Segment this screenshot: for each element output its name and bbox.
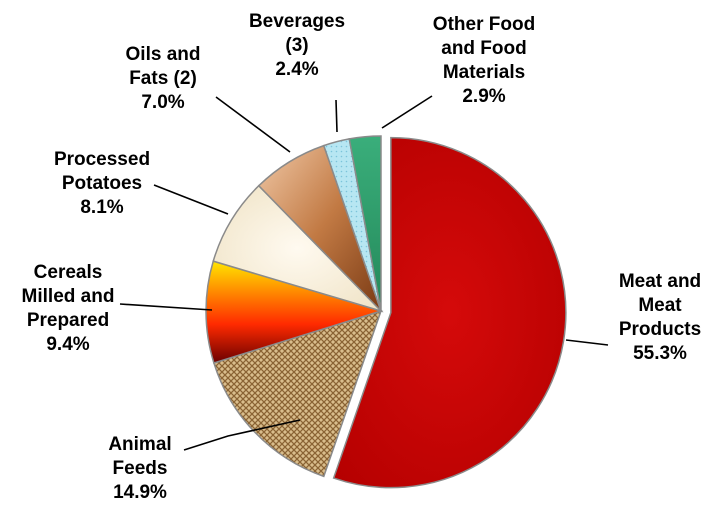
pie-slice-feeds (212, 309, 383, 478)
data-label-value-beverages: 2.4% (275, 59, 318, 80)
pie-slice-potatoes (212, 184, 384, 313)
data-label-name-other: and Food (441, 38, 526, 59)
data-label-name-oils: Fats (2) (129, 68, 197, 89)
data-label-value-other: 2.9% (462, 86, 505, 107)
data-label-name-other: Other Food (433, 14, 535, 35)
pie-labels: Meat and Meat Products 55.3% Animal Feeds 14.9… (22, 11, 702, 503)
pie-slices (205, 135, 567, 489)
data-label-name-cereals: Prepared (27, 310, 109, 331)
data-label-name-meat: Meat and (619, 271, 701, 292)
leader-line-meat (565, 339, 609, 346)
data-label-name-cereals: Milled and (22, 286, 115, 307)
leader-line-potatoes (153, 184, 229, 215)
data-label-name-meat: Meat (638, 295, 682, 316)
pie-slice-cereals (205, 260, 384, 364)
pie-slice-meat (332, 136, 567, 489)
data-label-value-oils: 7.0% (141, 92, 184, 113)
data-label-name-meat: Products (619, 319, 701, 340)
data-label-name-beverages: Beverages (249, 11, 345, 32)
data-label-value-meat: 55.3% (633, 343, 687, 364)
data-label-name-oils: Oils and (126, 44, 201, 65)
data-label-name-potatoes: Potatoes (62, 173, 142, 194)
data-label-name-cereals: Cereals (34, 262, 103, 283)
data-label-name-feeds: Animal (108, 434, 171, 455)
data-label-value-feeds: 14.9% (113, 482, 167, 503)
leader-line-feeds (183, 419, 301, 451)
leader-line-beverages (335, 99, 338, 133)
data-label-name-beverages: (3) (285, 35, 308, 56)
data-label-name-feeds: Feeds (113, 458, 168, 479)
pie-slice-other (348, 135, 382, 312)
leader-line-oils (215, 96, 291, 153)
leader-line-other (381, 95, 433, 129)
data-label-value-potatoes: 8.1% (80, 197, 123, 218)
data-label-name-other: Materials (443, 62, 525, 83)
data-label-value-cereals: 9.4% (46, 334, 89, 355)
leader-line-cereals (119, 303, 213, 311)
data-label-name-potatoes: Processed (54, 149, 150, 170)
